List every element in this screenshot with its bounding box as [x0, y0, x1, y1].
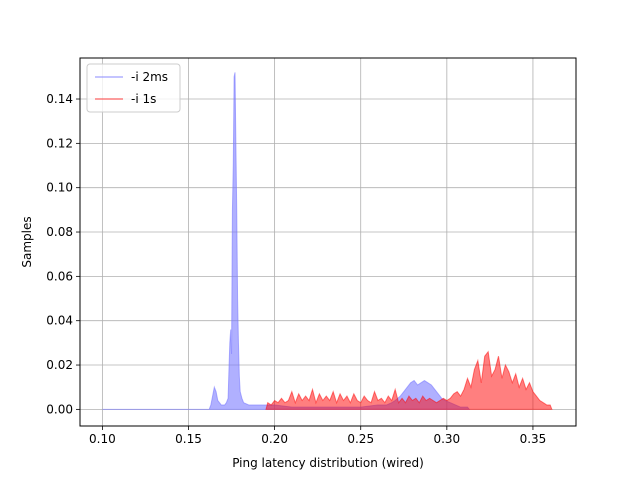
- y-axis-label: Samples: [20, 216, 34, 267]
- legend-label: -i 2ms: [131, 70, 168, 84]
- x-axis-ticks: 0.10 0.15 0.20 0.25 0.30 0.35: [89, 426, 546, 446]
- y-tick-label: 0.10: [46, 181, 73, 195]
- x-tick-label: 0.15: [175, 432, 202, 446]
- x-tick-label: 0.20: [261, 432, 288, 446]
- x-tick-label: 0.35: [520, 432, 547, 446]
- legend-box: [86, 63, 181, 113]
- y-tick-label: 0.06: [46, 269, 73, 283]
- y-tick-label: 0.08: [46, 225, 73, 239]
- grid: [80, 58, 576, 426]
- y-tick-label: 0.04: [46, 314, 73, 328]
- legend: -i 2ms -i 1s: [86, 63, 181, 113]
- axes-frame: [79, 57, 577, 427]
- series-area-1: [265, 350, 553, 410]
- y-tick-label: 0.12: [46, 136, 73, 150]
- x-tick-label: 0.30: [433, 432, 460, 446]
- y-axis-ticks: 0.00 0.02 0.04 0.06 0.08 0.10 0.12 0.14: [46, 92, 80, 416]
- x-tick-label: 0.25: [347, 432, 374, 446]
- series-area-0: [102, 72, 471, 410]
- legend-label: -i 1s: [131, 92, 156, 106]
- y-tick-label: 0.02: [46, 358, 73, 372]
- x-tick-label: 0.10: [89, 432, 116, 446]
- y-tick-label: 0.00: [46, 402, 73, 416]
- x-axis-label: Ping latency distribution (wired): [232, 456, 424, 470]
- y-tick-label: 0.14: [46, 92, 73, 106]
- series-layer: [102, 72, 553, 410]
